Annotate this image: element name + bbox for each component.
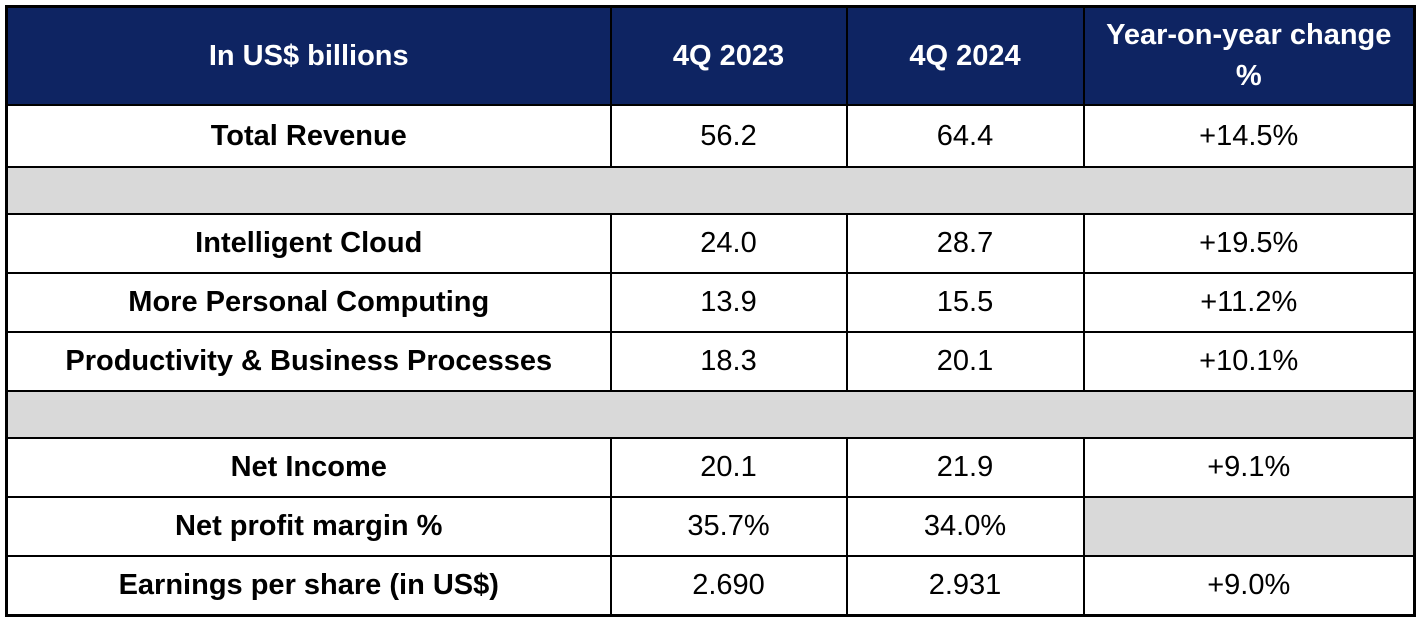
header-metric-column: In US$ billions xyxy=(5,5,612,106)
row-label: Net Income xyxy=(5,437,612,498)
header-4q2023: 4Q 2023 xyxy=(609,5,848,106)
spacer-band xyxy=(6,166,1415,215)
value-4q2023: 2.690 xyxy=(609,555,848,616)
value-yoy: +14.5% xyxy=(1082,104,1416,168)
table-row-intelligent-cloud: Intelligent Cloud 24.0 28.7 +19.5% xyxy=(5,213,1416,274)
value-4q2024: 64.4 xyxy=(845,104,1085,168)
table-row-net-profit-margin: Net profit margin % 35.7% 34.0% xyxy=(5,496,1416,557)
value-4q2024: 15.5 xyxy=(845,272,1085,333)
spacer-band xyxy=(6,390,1415,439)
table-row-productivity-business-processes: Productivity & Business Processes 18.3 2… xyxy=(5,331,1416,392)
value-yoy: +19.5% xyxy=(1082,213,1416,274)
value-4q2023: 18.3 xyxy=(609,331,848,392)
value-yoy-blank xyxy=(1082,496,1416,557)
financial-results-table: In US$ billions 4Q 2023 4Q 2024 Year-on-… xyxy=(5,5,1416,617)
value-yoy: +11.2% xyxy=(1082,272,1416,333)
spacer-row xyxy=(6,166,1415,215)
value-4q2024: 20.1 xyxy=(845,331,1085,392)
header-4q2024: 4Q 2024 xyxy=(845,5,1085,106)
value-4q2024: 2.931 xyxy=(845,555,1085,616)
row-label: Total Revenue xyxy=(5,104,612,168)
row-label: Intelligent Cloud xyxy=(5,213,612,274)
row-label: Earnings per share (in US$) xyxy=(5,555,612,616)
header-yoy-change: Year-on-year change % xyxy=(1082,5,1416,106)
header-yoy-change-label: Year-on-year change % xyxy=(1106,19,1392,92)
row-label: More Personal Computing xyxy=(5,272,612,333)
table-row-net-income: Net Income 20.1 21.9 +9.1% xyxy=(5,437,1416,498)
value-4q2023: 56.2 xyxy=(609,104,848,168)
value-yoy: +10.1% xyxy=(1082,331,1416,392)
spacer-row xyxy=(6,390,1415,439)
table-header-row: In US$ billions 4Q 2023 4Q 2024 Year-on-… xyxy=(5,5,1416,106)
value-4q2024: 21.9 xyxy=(845,437,1085,498)
financial-results-table-container: In US$ billions 4Q 2023 4Q 2024 Year-on-… xyxy=(5,5,1416,617)
value-4q2023: 24.0 xyxy=(609,213,848,274)
value-4q2023: 20.1 xyxy=(609,437,848,498)
table-row-earnings-per-share: Earnings per share (in US$) 2.690 2.931 … xyxy=(5,555,1416,616)
row-label: Productivity & Business Processes xyxy=(5,331,612,392)
table-row-more-personal-computing: More Personal Computing 13.9 15.5 +11.2% xyxy=(5,272,1416,333)
value-4q2024: 28.7 xyxy=(845,213,1085,274)
row-label: Net profit margin % xyxy=(5,496,612,557)
value-4q2023: 13.9 xyxy=(609,272,848,333)
value-4q2024: 34.0% xyxy=(845,496,1085,557)
table-row-total-revenue: Total Revenue 56.2 64.4 +14.5% xyxy=(5,104,1416,168)
value-4q2023: 35.7% xyxy=(609,496,848,557)
value-yoy: +9.0% xyxy=(1082,555,1416,616)
value-yoy: +9.1% xyxy=(1082,437,1416,498)
